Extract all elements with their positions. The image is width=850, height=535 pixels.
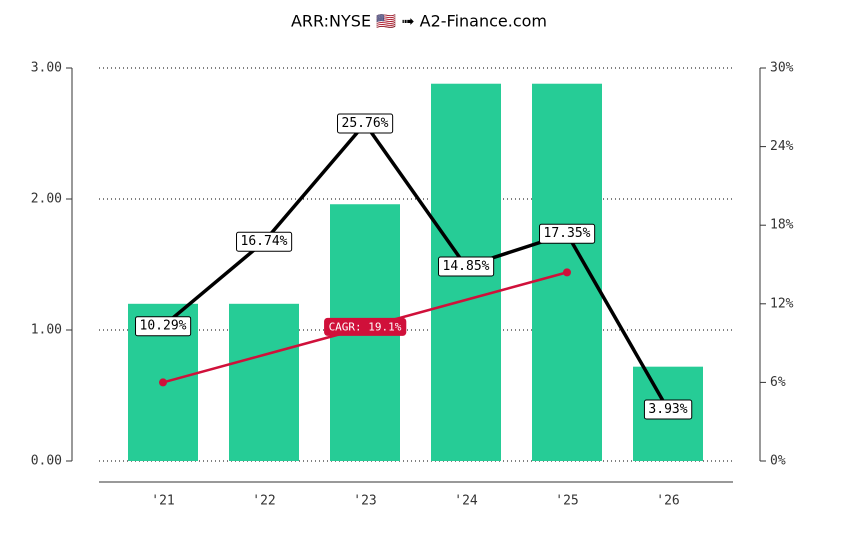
y2-tick-label: 0% [770,454,786,469]
value-label: 25.76% [342,116,389,131]
value-label-box [337,113,394,134]
x-tick-label: '25 [555,494,578,509]
chart-title: ARR:NYSE 🇺🇸 ➟ A2-Finance.com [291,12,547,31]
line [161,120,670,411]
cagr-label-box [324,317,407,336]
value-label-box [643,399,693,420]
y2-tick-label: 24% [770,139,794,154]
value-label: 10.29% [140,319,187,334]
value-label-box [539,223,596,244]
y2-tick-label: 30% [770,61,794,76]
y-tick-label: 1.00 [31,323,62,338]
y2-tick-label: 12% [770,296,794,311]
value-label-group: 17.35% [539,223,596,244]
x-tick-label: '23 [353,494,376,509]
y2-tick-label: 18% [770,218,794,233]
value-label-box [236,231,293,252]
value-label: 14.85% [443,259,490,274]
value-label: 3.93% [648,402,687,417]
value-label-group: 10.29% [135,316,192,337]
y-tick-label: 2.00 [31,192,62,207]
value-label-group: 25.76% [337,113,394,134]
value-label-box [135,316,192,337]
y-tick-label: 3.00 [31,61,62,76]
y-tick-label: 0.00 [31,454,62,469]
value-label-group: 3.93% [643,399,693,420]
x-tick-label: '26 [656,494,679,509]
y2-tick-label: 6% [770,375,786,390]
value-label: 16.74% [241,234,288,249]
cagr-label-group: CAGR: 19.1% [324,317,407,336]
cagr-label: CAGR: 19.1% [329,320,402,333]
value-label: 17.35% [544,226,591,241]
line-point [159,378,167,387]
x-tick-label: '24 [454,494,478,509]
value-label-box [438,256,495,277]
line-point [563,268,571,277]
x-tick-label: '21 [151,494,174,509]
value-label-group: 14.85% [438,256,495,277]
bar [229,303,299,461]
value-label-group: 16.74% [236,231,293,252]
x-tick-label: '22 [252,494,275,509]
